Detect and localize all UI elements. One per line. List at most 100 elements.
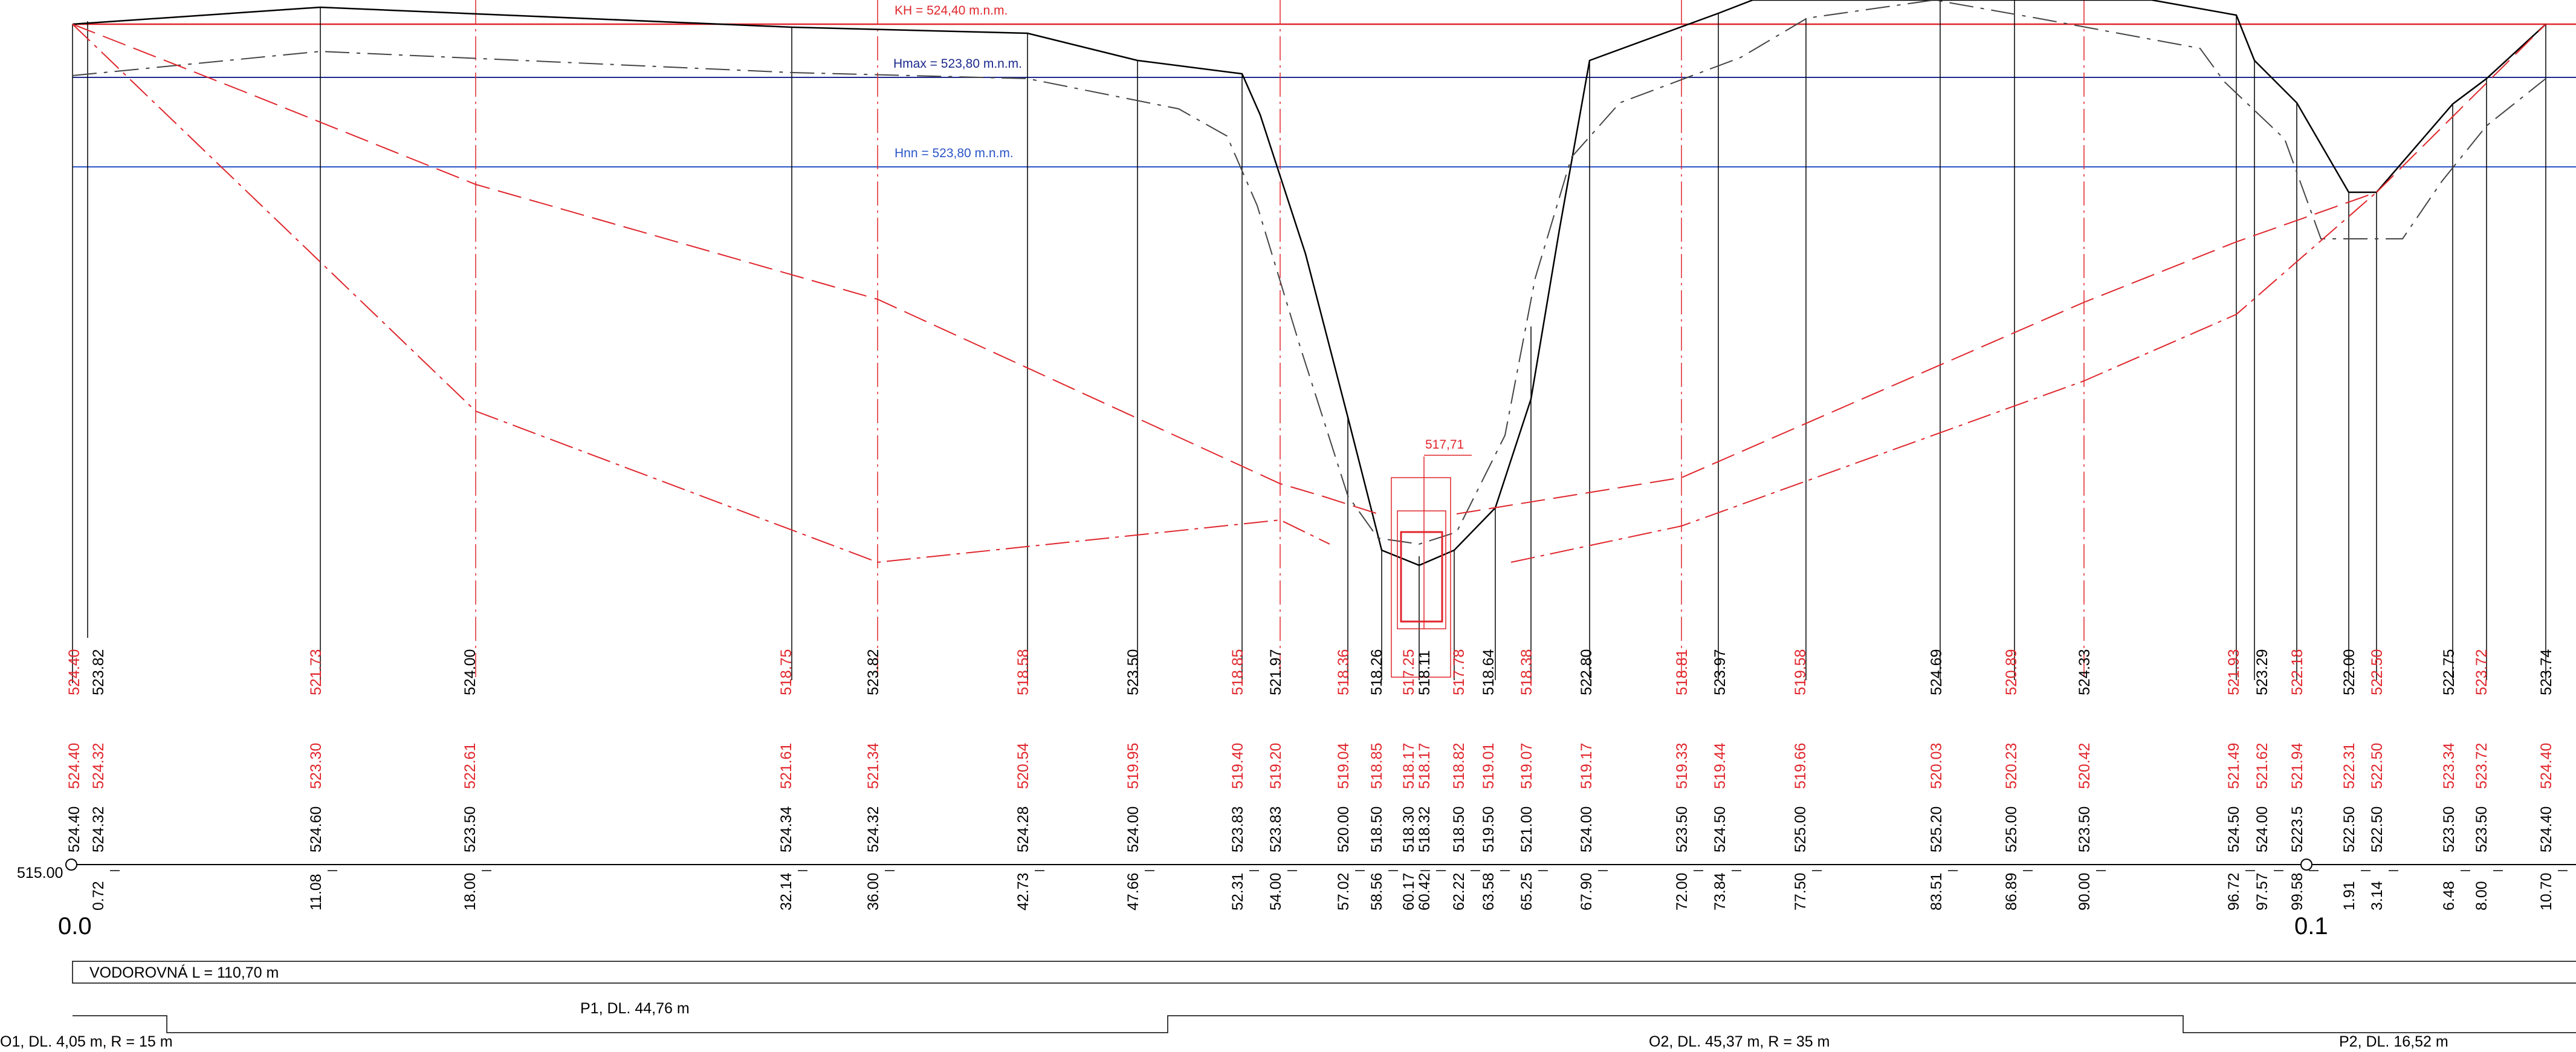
elevation-value: 518.64 (1480, 649, 1497, 695)
elevation-value: 523.50 (2441, 807, 2458, 852)
distance-value: 73.84 (1712, 872, 1729, 911)
elevation-value: 525.00 (2003, 807, 2020, 852)
distance-value: 97.57 (2254, 872, 2271, 911)
elevation-value: 524.34 (778, 806, 795, 852)
elevation-value: 523.50 (1674, 807, 1691, 852)
original-ground-line (72, 0, 2546, 545)
distance-value: 32.14 (778, 872, 795, 911)
distance-value: 52.31 (1229, 872, 1246, 911)
elevation-value: 523.83 (1229, 807, 1246, 852)
elevation-value: 521.49 (2225, 743, 2242, 789)
elevation-value: 521.94 (2289, 742, 2306, 789)
stationing-start: 0.0 (58, 913, 92, 940)
elevation-value: 518.17 (1416, 743, 1433, 789)
design-station-lines (475, 0, 2085, 680)
distance-value: 96.72 (2225, 872, 2242, 911)
distance-value: 60.42 (1416, 872, 1433, 911)
distance-value: 86.89 (2003, 872, 2020, 911)
elevation-value: 521.73 (308, 649, 325, 695)
elevation-value: 523.97 (1712, 649, 1729, 695)
elevation-value: 523.34 (2441, 742, 2458, 789)
p2-segment-label: P2, DL. 16,52 m (2339, 1033, 2448, 1050)
elevation-value: 524.50 (2225, 807, 2242, 852)
elevation-value: 522.50 (2341, 807, 2358, 852)
elevation-value: 519.01 (1480, 743, 1497, 789)
datum-marker-icon (2300, 859, 2312, 871)
elevation-value: 524.32 (90, 807, 107, 852)
elevation-value: 521.61 (778, 743, 795, 789)
elevation-value: 521.93 (2225, 649, 2242, 695)
elevation-value: 522.50 (2369, 743, 2386, 789)
distance-value: 18.00 (462, 872, 479, 911)
kh-level-label: KH = 524,40 m.n.m. (895, 4, 1008, 18)
elevation-value: 525.00 (1792, 807, 1809, 852)
distance-value: 1.91 (2341, 881, 2358, 911)
elevation-value: 520.42 (2076, 743, 2093, 789)
elevation-value: 524.00 (462, 649, 479, 695)
elevation-value: 519.44 (1712, 742, 1729, 789)
elevation-value: 518.11 (1416, 650, 1433, 695)
elevation-value: 523.30 (308, 743, 325, 789)
elevation-value: 522.80 (1578, 649, 1595, 695)
culvert-mid-box (1397, 510, 1446, 629)
elevation-value: 519.40 (1229, 743, 1246, 789)
distance-value: 65.25 (1518, 872, 1535, 911)
distance-value: 83.51 (1928, 872, 1945, 911)
datum-marker-icon (65, 859, 77, 871)
hmax-level-label: Hmax = 523,80 m.n.m. (893, 57, 1022, 71)
elevation-value: 519.07 (1518, 743, 1535, 789)
distance-value: 0.72 (90, 881, 107, 911)
crest-level-label: 517,71 (1425, 438, 1464, 452)
terrain-profile-line (72, 0, 2546, 567)
elevation-value: 518.36 (1335, 649, 1352, 695)
design-lower-line (72, 24, 1330, 563)
distance-value: 77.50 (1792, 872, 1809, 911)
elevation-value: 523.72 (2473, 743, 2490, 789)
elevation-value: 522.00 (2341, 649, 2358, 695)
distance-value: 99.58 (2289, 872, 2306, 911)
datum: 515.00 (17, 859, 2576, 882)
elevation-value: 523.29 (2254, 649, 2271, 695)
culvert-outer-box (1391, 477, 1451, 678)
elevation-value: 517.78 (1451, 649, 1468, 695)
elevation-value: 522.18 (2289, 649, 2306, 695)
elevation-value: 519.17 (1578, 743, 1595, 789)
reference-levels: KH = 524,40 m.n.m. Hmax = 523,80 m.n.m. … (73, 4, 2576, 167)
elevation-value: 524.28 (1015, 807, 1032, 852)
distance-value: 47.66 (1125, 872, 1142, 911)
distance-value: 10.70 (2538, 872, 2555, 911)
elevation-value: 519.33 (1674, 743, 1691, 789)
elevation-value: 523.72 (2473, 649, 2490, 695)
elevation-value: 523.82 (90, 649, 107, 695)
elevation-value: 518.32 (1416, 807, 1433, 852)
elevation-value: 523.50 (2473, 807, 2490, 852)
elevation-value: 521.97 (1267, 649, 1284, 695)
elevation-value: 518.38 (1518, 649, 1535, 695)
elevation-value: 519.50 (1480, 807, 1497, 852)
elevation-value: 518.81 (1674, 649, 1691, 695)
elevation-value: 524.40 (66, 743, 83, 789)
elevation-value: 518.85 (1368, 743, 1385, 789)
elevation-value: 522.75 (2441, 649, 2458, 695)
distance-value: 67.90 (1578, 872, 1595, 911)
elevation-value: 518.75 (778, 649, 795, 695)
elevation-value: 518.58 (1015, 649, 1032, 695)
distance-value: 11.08 (308, 874, 325, 911)
elevation-value: 518.17 (1400, 743, 1417, 789)
culvert-inner-box (1400, 531, 1443, 623)
elevation-value: 519.66 (1792, 743, 1809, 789)
distance-value: 6.48 (2441, 881, 2458, 911)
design-upper-line (72, 24, 1379, 515)
curvature-band-line (73, 1015, 2576, 1033)
o1-segment-label: O1, DL. 4,05 m, R = 15 m (0, 1033, 173, 1050)
elevation-value: 519.58 (1792, 649, 1809, 695)
elevation-value: 523.74 (2538, 649, 2555, 695)
elevation-value: 522.50 (2369, 807, 2386, 852)
elevation-value: 522.61 (462, 743, 479, 789)
o2-segment-label: O2, DL. 45,37 m, R = 35 m (1649, 1033, 1830, 1050)
distance-value: 42.73 (1015, 872, 1032, 911)
distance-value: 3.14 (2369, 881, 2386, 911)
p1-segment-label: P1, DL. 44,76 m (580, 1000, 690, 1017)
station-value-labels: 524.40 524.40 524.40 524.32 524.32 523.82 0.72… (66, 649, 2568, 911)
